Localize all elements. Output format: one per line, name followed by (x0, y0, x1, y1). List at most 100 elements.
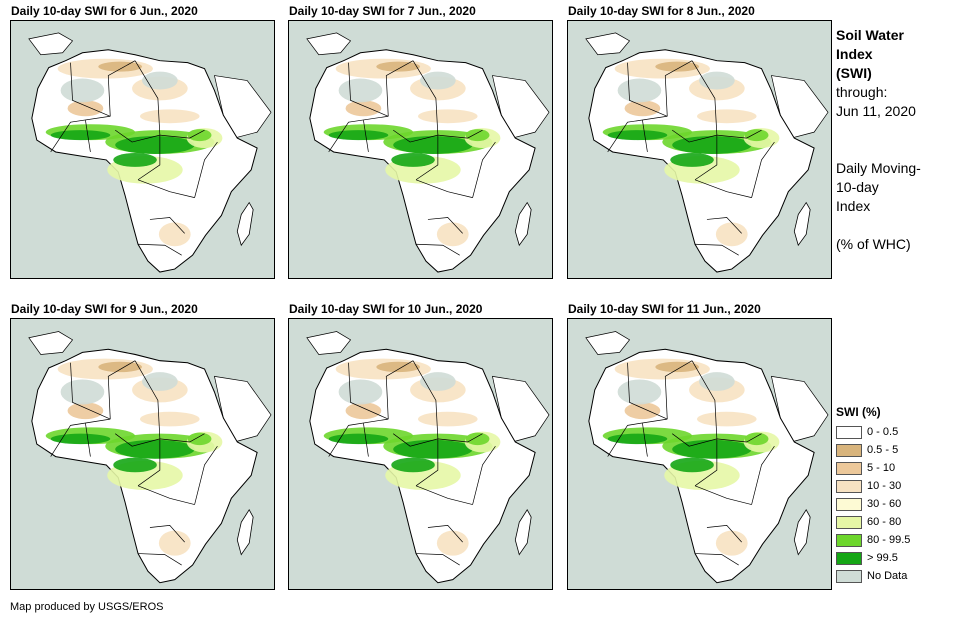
legend-swatch (836, 461, 862, 475)
europe-landmass (585, 32, 631, 56)
legend-item: 30 - 60 (836, 495, 910, 513)
country-border (107, 60, 136, 117)
legend-label: > 99.5 (867, 552, 898, 564)
country-border (85, 423, 91, 457)
swi-area (50, 433, 111, 445)
swi-area (140, 109, 200, 124)
swi-area (465, 129, 490, 142)
map-panel-jun-11: Daily 10-day SWI for 11 Jun., 2020 (567, 302, 832, 590)
madagascar-landmass (236, 508, 254, 556)
legend-swatch (836, 497, 862, 511)
country-border (694, 485, 752, 505)
description-line: 10-day (836, 179, 879, 195)
country-border (706, 525, 742, 543)
country-border (691, 360, 718, 439)
country-border (672, 129, 717, 143)
map-frame (288, 20, 553, 279)
legend-label: 80 - 99.5 (867, 534, 911, 546)
country-border (694, 438, 718, 487)
country-border (672, 433, 717, 447)
swi-area (617, 78, 662, 103)
country-border (716, 129, 762, 139)
country-border (385, 360, 414, 420)
country-border (642, 423, 648, 457)
legend-title: SWI (%) (836, 405, 881, 419)
swi-area (672, 136, 752, 154)
through-label: through: (836, 84, 888, 100)
through-date: Jun 11, 2020 (836, 103, 916, 119)
legend: SWI (%) 0 - 0.5 0.5 - 5 5 - 10 10 - 30 30 - … (836, 405, 910, 585)
legend-swatch (836, 479, 862, 493)
country-border (194, 141, 218, 198)
swi-area (418, 411, 478, 427)
country-border (328, 115, 389, 153)
panel-title: Daily 10-day SWI for 11 Jun., 2020 (568, 302, 761, 316)
map-frame (567, 20, 832, 279)
country-border (137, 135, 161, 181)
country-border (159, 129, 205, 139)
swi-area (670, 152, 714, 167)
country-border (415, 179, 473, 198)
legend-item: No Data (836, 567, 910, 585)
swi-area (655, 61, 700, 72)
map-panel-jun-10: Daily 10-day SWI for 10 Jun., 2020 (288, 302, 553, 590)
country-border (134, 360, 161, 439)
legend-item: 60 - 80 (836, 513, 910, 531)
swi-area (744, 129, 769, 142)
swi-area (715, 222, 748, 247)
country-border (137, 179, 195, 198)
legend-item: 5 - 10 (836, 459, 910, 477)
swi-area (617, 379, 662, 405)
swi-area (607, 433, 668, 445)
swi-area (50, 130, 111, 141)
swi-area (142, 372, 178, 391)
country-border (363, 423, 369, 457)
country-border (664, 360, 693, 420)
country-border (437, 433, 483, 443)
country-border (412, 60, 439, 136)
africa-map (11, 319, 274, 589)
legend-swatch (836, 569, 862, 583)
country-border (70, 62, 111, 117)
swi-area (670, 457, 714, 473)
country-border (412, 360, 439, 439)
country-border (393, 433, 438, 447)
swi-area (715, 530, 748, 556)
country-border (159, 433, 205, 443)
country-border (694, 135, 718, 181)
country-border (437, 129, 483, 139)
swi-area (655, 361, 700, 373)
swi-area (158, 222, 191, 247)
swi-area (345, 402, 382, 420)
country-border (385, 60, 414, 117)
europe-landmass (306, 331, 352, 355)
legend-label: 0 - 0.5 (867, 426, 899, 438)
country-border (50, 418, 111, 457)
legend-label: 30 - 60 (867, 498, 902, 510)
swi-area (436, 530, 469, 556)
swi-area (624, 100, 661, 117)
swi-area (98, 361, 143, 373)
legend-swatch (836, 533, 862, 547)
swi-area (187, 129, 212, 142)
country-border (149, 217, 185, 234)
country-border (751, 445, 775, 505)
country-border (415, 135, 439, 181)
madagascar-landmass (793, 201, 811, 247)
europe-landmass (28, 32, 74, 56)
swi-area (328, 130, 389, 141)
swi-area (391, 457, 435, 473)
swi-area (140, 411, 200, 427)
swi-area (699, 372, 735, 391)
country-border (627, 62, 668, 117)
panel-title: Daily 10-day SWI for 10 Jun., 2020 (289, 302, 483, 316)
country-border (137, 485, 195, 505)
panel-title: Daily 10-day SWI for 7 Jun., 2020 (289, 4, 476, 18)
panel-title: Daily 10-day SWI for 9 Jun., 2020 (11, 302, 198, 316)
swi-area (697, 109, 757, 124)
index-title-line: Soil Water (836, 27, 904, 43)
unit-label: (% of WHC) (836, 236, 911, 252)
country-border (642, 120, 648, 153)
country-border (627, 362, 668, 420)
country-border (134, 60, 161, 136)
